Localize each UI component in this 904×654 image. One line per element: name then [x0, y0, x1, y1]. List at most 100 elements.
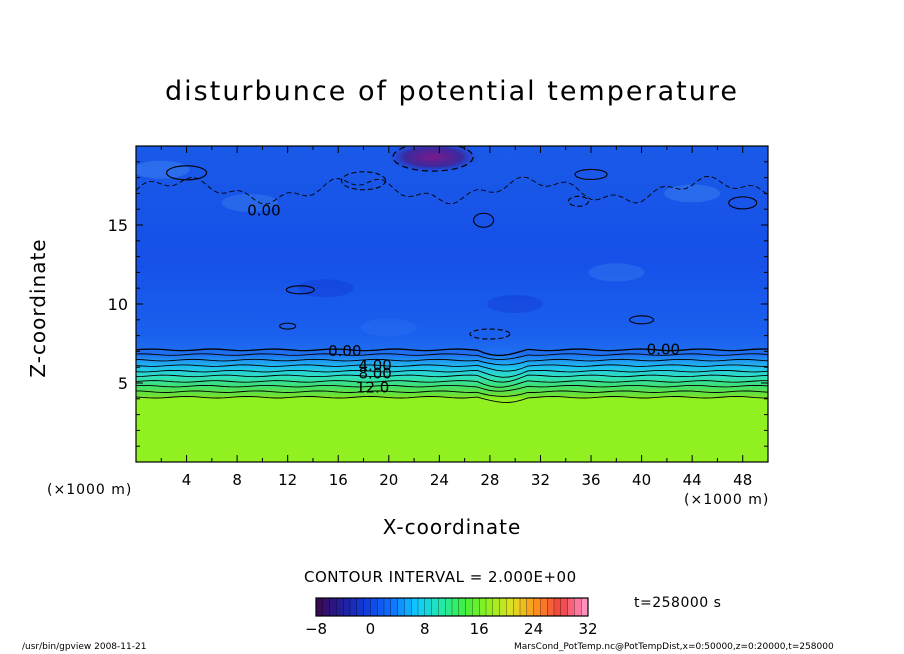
- footer-right: MarsCond_PotTemp.nc@PotTempDist,x=0:5000…: [514, 642, 834, 652]
- colorbar-tick-label--8: −8: [305, 620, 327, 638]
- x-tick-label-12: 12: [278, 471, 297, 489]
- colorbar-cell-6: [356, 597, 365, 617]
- colorbar-cell-15: [417, 597, 426, 617]
- x-unit-left: (×1000 m): [47, 482, 133, 498]
- colorbar-cell-12: [397, 597, 405, 617]
- colorbar-cell-22: [465, 597, 473, 617]
- colorbar-tick-label-32: 32: [578, 620, 597, 638]
- y-tick-label-10: 10: [108, 295, 128, 314]
- colorbar-cell-10: [383, 597, 392, 617]
- contour-label-2: 8.00: [358, 364, 391, 382]
- colorbar-cell-28: [506, 597, 514, 617]
- colorbar-cell-26: [492, 597, 501, 617]
- x-tick-label-44: 44: [683, 471, 702, 489]
- contour-blob-4: [567, 195, 589, 207]
- contour-blob-6: [279, 322, 297, 330]
- contour-interval-text: CONTOUR INTERVAL = 2.000E+00: [304, 568, 577, 586]
- contour-label-5: 0.00: [247, 202, 280, 220]
- x-axis-label: X-coordinate: [382, 515, 522, 539]
- colorbar-cell-4: [343, 597, 351, 617]
- contour-blob-5: [728, 196, 758, 210]
- contour-label-0: 0.00: [328, 342, 361, 360]
- colorbar-cell-31: [526, 597, 535, 617]
- colorbar-cell-32: [533, 597, 541, 617]
- x-tick-label-48: 48: [733, 471, 752, 489]
- field-patch-3: [487, 295, 544, 313]
- contour-line-5: [136, 374, 768, 383]
- colorbar-cell-14: [411, 597, 419, 617]
- contour-minimum: [392, 146, 474, 172]
- colorbar-cell-9: [377, 597, 385, 617]
- time-label: t=258000 s: [634, 595, 722, 611]
- colorbar-cell-38: [574, 597, 582, 617]
- colorbar-cell-34: [547, 597, 555, 617]
- colorbar-cell-7: [363, 597, 371, 617]
- colorbar-cell-37: [567, 597, 575, 617]
- x-unit-right: (×1000 m): [684, 492, 770, 508]
- contour-label-1: 4.00: [358, 356, 391, 374]
- contour-line-4: [136, 369, 768, 378]
- x-tick-label-4: 4: [182, 471, 192, 489]
- colorbar-cell-35: [553, 597, 562, 617]
- colorbar-cell-27: [499, 597, 507, 617]
- colorbar-cell-39: [581, 597, 589, 617]
- colorbar-tick-label-8: 8: [420, 620, 430, 638]
- colorbar-cell-33: [540, 597, 548, 617]
- colorbar-cell-21: [458, 597, 467, 617]
- colorbar-cell-24: [479, 597, 487, 617]
- contour-label-3: 12.0: [356, 378, 389, 396]
- colorbar-cell-16: [424, 597, 433, 617]
- x-ticks: 4 8 12 16 20 24 28 32 36 40 44 48: [160, 146, 752, 489]
- colorbar-cell-17: [431, 597, 439, 617]
- colorbar-tick-label-16: 16: [470, 620, 489, 638]
- contour-line-7: [136, 384, 768, 392]
- contour-line-0: [136, 348, 768, 357]
- x-tick-label-16: 16: [329, 471, 348, 489]
- contour-line-2: [136, 358, 768, 366]
- colorbar-cell-3: [336, 597, 344, 617]
- contour-layer: [136, 146, 768, 403]
- contour-line-6: [136, 380, 768, 388]
- colorbar-tick-label-0: 0: [366, 620, 376, 638]
- colorbar-cell-29: [513, 597, 521, 617]
- contour-blob-2: [285, 285, 315, 295]
- contour-blob-9: [574, 168, 608, 180]
- x-tick-label-24: 24: [430, 471, 449, 489]
- contour-blob-1: [340, 171, 387, 191]
- field-background: [136, 146, 768, 462]
- x-tick-label-36: 36: [581, 471, 600, 489]
- colorbar-cell-19: [445, 597, 453, 617]
- colorbar-cell-18: [438, 597, 446, 617]
- colorbar-cell-23: [472, 597, 480, 617]
- contour-label-4: 0.00: [647, 341, 680, 359]
- contour-blob-8: [629, 315, 655, 325]
- colorbar-cell-8: [370, 597, 378, 617]
- x-tick-label-20: 20: [379, 471, 398, 489]
- colorbar-tick-label-24: 24: [524, 620, 543, 638]
- colorbar-cell-1: [322, 597, 331, 617]
- contour-line-1: [136, 353, 768, 360]
- y-tick-label-5: 5: [118, 374, 128, 393]
- contour-line-8: [136, 390, 768, 397]
- field-layer: [136, 146, 768, 462]
- colorbar-frame: [315, 597, 589, 617]
- colorbar-cell-11: [390, 597, 399, 617]
- x-tick-label-28: 28: [480, 471, 499, 489]
- colorbar-cell-36: [560, 597, 569, 617]
- colorbar-cell-30: [519, 597, 528, 617]
- colorbar: −8 0 8 16 24 32: [305, 597, 598, 638]
- field-patch-1: [221, 193, 278, 212]
- contour-blob-0: [166, 165, 208, 181]
- colorbar-cell-5: [349, 597, 358, 617]
- colorbar-cell-20: [451, 597, 460, 617]
- colorbar-cell-25: [485, 597, 494, 617]
- colorbar-cell-13: [404, 597, 412, 617]
- field-minimum-region: [385, 146, 482, 174]
- chart-title: disturbunce of potential temperature: [165, 76, 739, 107]
- contour-line-3: [136, 364, 768, 372]
- field-patch-5: [588, 263, 645, 282]
- x-tick-label-8: 8: [232, 471, 242, 489]
- footer-left: /usr/bin/gpview 2008-11-21: [22, 642, 147, 652]
- field-patch-6: [360, 318, 417, 337]
